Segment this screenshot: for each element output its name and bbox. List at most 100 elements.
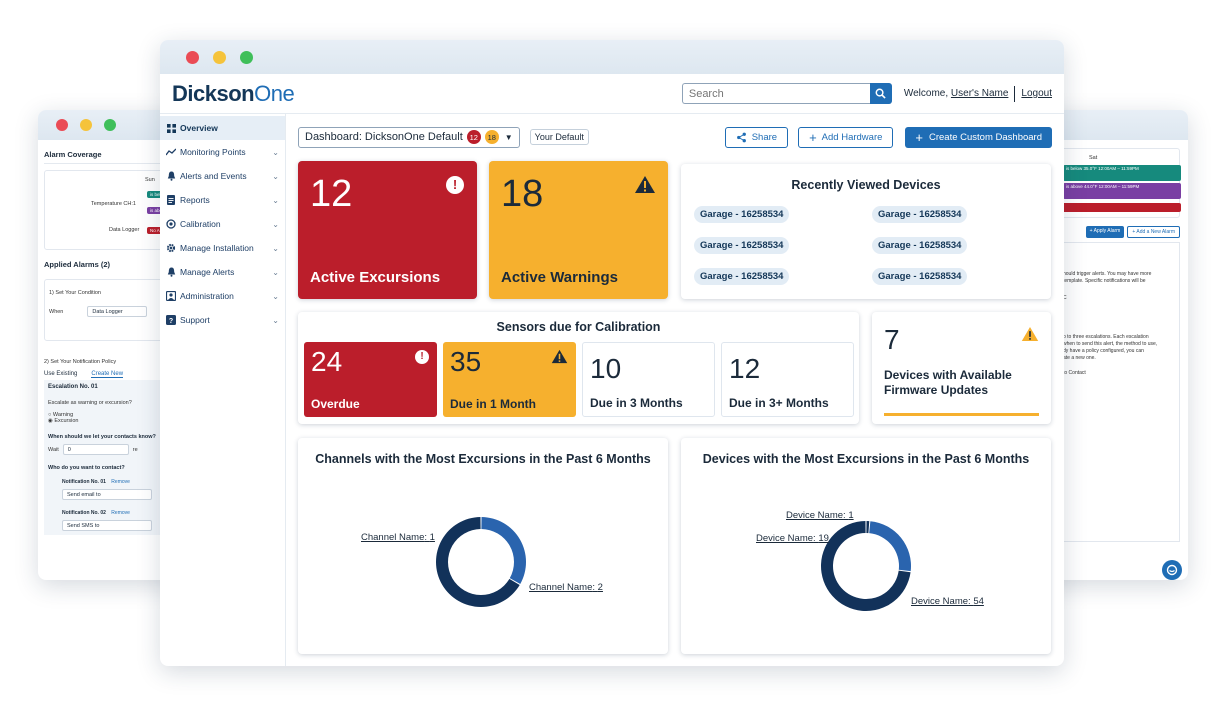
help-line-1: hould trigger alerts. You may have more (1063, 271, 1152, 277)
tab-use-existing[interactable]: Use Existing (44, 371, 78, 377)
search-button[interactable] (869, 83, 892, 104)
window-chrome (160, 40, 1064, 74)
channels-donut-chart (436, 517, 526, 607)
sidebar-item-label: Calibration (180, 219, 221, 229)
due-3-plus-months-tile[interactable]: 12 Due in 3+ Months (721, 342, 854, 417)
alarm-coverage-heading: Alarm Coverage (44, 146, 212, 164)
overdue-tile[interactable]: 24 ! Overdue (304, 342, 437, 417)
sidebar-item-support[interactable]: ? Support ⌄ (160, 308, 285, 332)
sidebar-item-manage-installation[interactable]: Manage Installation ⌄ (160, 236, 285, 260)
channels-chart-title: Channels with the Most Excursions in the… (315, 452, 651, 466)
active-warnings-card[interactable]: 18 Active Warnings (489, 161, 668, 299)
bell-icon (166, 267, 176, 277)
due-1-month-label: Due in 1 Month (450, 397, 536, 411)
minimize-dot-icon[interactable] (80, 119, 92, 131)
gear-icon (166, 243, 176, 253)
add-hardware-button[interactable]: + Add Hardware (798, 126, 894, 148)
logout-link[interactable]: Logout (1021, 88, 1052, 99)
device-label-1-name: Device Name (786, 510, 844, 521)
active-excursions-card[interactable]: 12 ! Active Excursions (298, 161, 477, 299)
donut-slice[interactable] (869, 521, 911, 572)
maximize-dot-icon[interactable] (240, 50, 253, 64)
sidebar-item-calibration[interactable]: Calibration ⌄ (160, 212, 285, 236)
minimize-dot-icon[interactable] (213, 50, 226, 64)
chevron-down-icon[interactable]: ⌄ (272, 147, 279, 157)
chevron-down-icon[interactable]: ⌄ (272, 267, 279, 277)
sidebar-item-label: Reports (180, 195, 210, 205)
user-name-link[interactable]: User's Name (950, 88, 1009, 99)
sidebar-item-monitoring-points[interactable]: Monitoring Points ⌄ (160, 140, 285, 164)
share-button[interactable]: Share (724, 126, 789, 148)
wait-input[interactable]: 0 (62, 444, 129, 455)
chevron-down-icon[interactable]: ⌄ (272, 195, 279, 205)
send-sms-select[interactable]: Send SMS to (62, 520, 152, 531)
welcome-text: Welcome, User's Name (904, 88, 1009, 99)
escalate-question: Escalate as warning or excursion? (48, 400, 132, 406)
sidebar-item-label: Support (180, 315, 210, 325)
default-tag: Your Default (529, 129, 589, 145)
when-select[interactable]: Data Logger (87, 306, 148, 317)
chat-button[interactable] (1162, 560, 1182, 580)
chevron-down-icon[interactable]: ⌄ (272, 219, 279, 229)
sidebar-item-overview[interactable]: Overview (160, 116, 285, 140)
chevron-down-icon[interactable]: ⌄ (272, 171, 279, 181)
toolbar-buttons: Share + Add Hardware + Create Custom Das… (715, 126, 1052, 148)
channel-label: Temperature CH:1 (91, 201, 136, 207)
due-1-month-tile[interactable]: 35 Due in 1 Month (443, 342, 576, 417)
firmware-updates-card[interactable]: 7 Devices with Available Firmware Update… (872, 312, 1051, 424)
remove-link-2[interactable]: Remove (111, 510, 130, 516)
device-chip[interactable]: Garage - 16258534 (872, 268, 968, 285)
alarm-pill-below-right[interactable]: is below 35.0°F 12:00AM – 11:59PM (1063, 165, 1181, 181)
warning-radio[interactable]: ○ Warning (48, 412, 74, 418)
channel-label-2: Channel Name: 2 (529, 582, 603, 593)
device-chip[interactable]: Garage - 16258534 (872, 206, 968, 223)
search-input[interactable] (681, 83, 870, 104)
add-new-alarm-button[interactable]: + Add a New Alarm (1127, 226, 1180, 238)
apply-alarm-button[interactable]: + Apply Alarm (1085, 226, 1125, 238)
sidebar-item-administration[interactable]: Administration ⌄ (160, 284, 285, 308)
donut-slice[interactable] (866, 521, 870, 534)
app-layout: Overview Monitoring Points ⌄ Alerts and Eve… (160, 114, 1064, 666)
chevron-down-icon[interactable]: ⌄ (272, 315, 279, 325)
overdue-count: 24 (311, 346, 343, 377)
step1-label: 1) Set Your Condition (49, 290, 101, 296)
excursion-radio[interactable]: ◉ Excursion (48, 418, 79, 424)
device-label-1-value: 1 (848, 510, 854, 521)
escalation-title: Escalation No. 01 (48, 384, 98, 390)
calibration-title: Sensors due for Calibration (496, 320, 661, 334)
device-chip[interactable]: Garage - 16258534 (694, 206, 790, 223)
dashboard-select[interactable]: Dashboard: DicksonOne Default 12 18 ▼ (298, 126, 520, 148)
sidebar-item-reports[interactable]: Reports ⌄ (160, 188, 285, 212)
device-chip[interactable]: Garage - 16258534 (872, 237, 968, 254)
firmware-label-line2: Firmware Updates (884, 383, 989, 397)
close-dot-icon[interactable] (56, 119, 68, 131)
notification-1-label: Notification No. 01 (62, 479, 106, 485)
sidebar-item-manage-alerts[interactable]: Manage Alerts ⌄ (160, 260, 285, 284)
chevron-down-icon[interactable]: ⌄ (272, 243, 279, 253)
help-line-2: template. Specific notifications will be (1063, 278, 1146, 284)
device-chip[interactable]: Garage - 16258534 (694, 237, 790, 254)
remove-link-1[interactable]: Remove (111, 479, 130, 485)
warning-count-badge: 18 (484, 130, 499, 144)
dicksonone-logo[interactable]: DicksonOne (172, 81, 295, 107)
tab-create-new[interactable]: Create New (91, 371, 124, 378)
create-dashboard-button[interactable]: + Create Custom Dashboard (905, 126, 1052, 148)
help-line-3: C (1063, 295, 1067, 301)
donut-slice[interactable] (481, 517, 526, 585)
sidebar-item-alerts-and-events[interactable]: Alerts and Events ⌄ (160, 164, 285, 188)
channel-label-1-value: 1 (429, 532, 435, 543)
main-window: DicksonOne Welcome, User's Name Logout O… (160, 40, 1064, 666)
maximize-dot-icon[interactable] (104, 119, 116, 131)
excursion-radio-label: Excursion (54, 418, 79, 424)
alarm-pill-above-right[interactable]: is above 44.0°F 12:00AM – 11:59PM (1063, 183, 1181, 199)
sidebar-item-label: Overview (180, 123, 218, 133)
firmware-count: 7 (884, 324, 900, 355)
sidebar-item-label: Alerts and Events (180, 171, 247, 181)
close-dot-icon[interactable] (186, 50, 199, 64)
device-label-1: Device Name: 1 (786, 510, 854, 521)
device-chip[interactable]: Garage - 16258534 (694, 268, 790, 285)
send-email-select[interactable]: Send email to (62, 489, 152, 500)
device-label-2-value: 19 (818, 533, 829, 544)
due-3-months-tile[interactable]: 10 Due in 3 Months (582, 342, 715, 417)
chevron-down-icon[interactable]: ⌄ (272, 291, 279, 301)
